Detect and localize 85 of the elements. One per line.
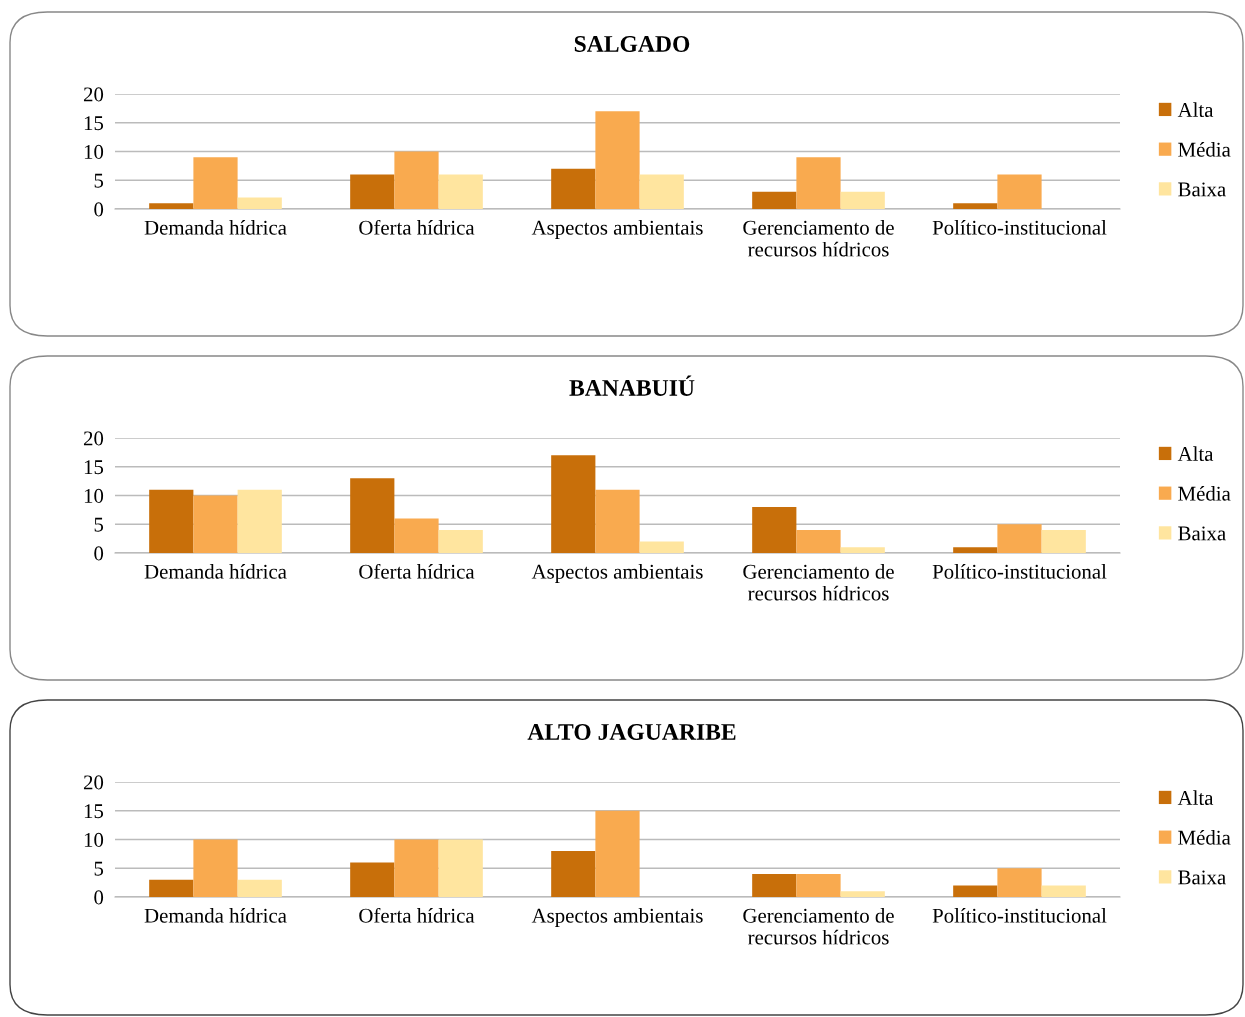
x-tick-label: Gerenciamento de recursos hídricos [743,564,894,601]
x-tick-label: Oferta hídrica [359,219,475,235]
bar [595,489,640,553]
bar [752,874,797,897]
bar [953,885,998,897]
y-tick-label: 10 [84,144,104,159]
x-tick-label: Oferta hídrica [359,907,475,923]
bar [551,455,596,553]
bar [796,874,841,897]
bar [551,168,596,209]
legend-label: Baixa [1178,526,1226,541]
chart-title: BANABUIÚ [569,375,695,396]
legend-label: Baixa [1178,870,1226,885]
x-tick-label: Gerenciamento de recursos hídricos [743,220,894,257]
y-tick-label: 20 [83,87,104,102]
legend-label: Média [1178,142,1231,157]
bar [595,810,640,897]
x-tick-label: Aspectos ambientais [531,220,703,239]
chart-title: SALGADO [574,36,690,52]
y-tick-label: 0 [94,202,104,217]
legend-label: Média [1178,486,1231,501]
bar [595,111,640,209]
x-tick-label: Aspectos ambientais [531,564,703,583]
y-tick-label: 0 [94,546,104,561]
bar [752,191,797,209]
y-tick-label: 15 [84,460,104,475]
x-tick-label: Político-institucional [932,564,1107,579]
bar [997,524,1042,553]
x-tick-label: Demanda hídrica [144,220,287,235]
x-tick-label: Oferta hídrica [359,563,475,579]
bar [796,530,841,553]
bar [438,839,483,897]
bar [639,174,684,209]
chart-title: ALTO JAGUARIBE [527,724,736,740]
x-tick-label: Aspectos ambientais [531,908,703,927]
legend-label: Média [1178,830,1231,845]
y-tick-label: 10 [84,832,104,847]
x-tick-label: Político-institucional [932,908,1107,923]
bar [1041,885,1086,897]
bar [394,151,439,209]
bar [796,157,841,209]
bar [237,197,282,209]
bar [639,541,684,553]
bar [394,839,439,897]
y-tick-label: 0 [94,890,104,905]
y-tick-label: 10 [84,488,104,503]
y-tick-label: 5 [94,173,104,188]
bar [149,203,194,209]
y-tick-label: 20 [83,431,104,446]
x-tick-label: Demanda hídrica [144,908,287,923]
bar [237,879,282,897]
bar [953,203,998,209]
bar [1041,530,1086,553]
bar [438,174,483,209]
legend-label: Alta [1177,102,1214,117]
bar [350,174,395,209]
legend-label: Baixa [1178,182,1226,197]
bar [953,547,998,553]
bar [149,489,194,553]
bar [350,478,395,553]
bar [840,547,885,553]
y-tick-label: 5 [94,517,104,532]
x-tick-label: Demanda hídrica [144,564,287,579]
bar [149,879,194,897]
y-tick-label: 5 [94,861,104,876]
bar [193,157,238,209]
y-tick-label: 15 [84,116,104,131]
y-tick-label: 20 [83,775,104,790]
y-tick-label: 15 [84,804,104,819]
legend-label: Alta [1177,446,1214,461]
x-tick-label: Político-institucional [932,220,1107,235]
bar [350,862,395,897]
bar [997,868,1042,897]
bar [394,518,439,553]
bar [193,495,238,553]
legend-label: Alta [1177,790,1214,805]
bar [752,507,797,553]
bar [997,174,1042,209]
x-tick-label: Gerenciamento de recursos hídricos [743,908,894,945]
bar [438,530,483,553]
bar [237,489,282,553]
bar [840,191,885,209]
bar [840,891,885,897]
bar [551,851,596,897]
bar [193,839,238,897]
